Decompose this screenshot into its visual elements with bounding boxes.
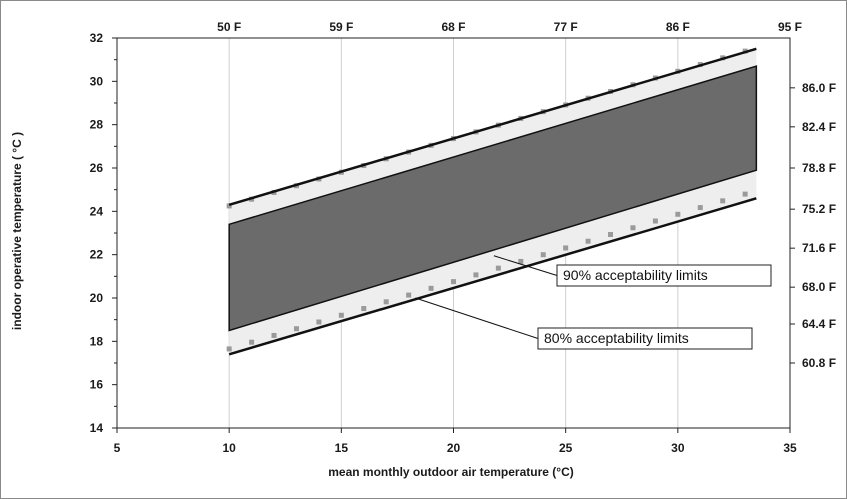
annotation-leader	[493, 255, 558, 276]
y-tick-label: 24	[90, 204, 104, 218]
x-tick-label: 25	[559, 441, 573, 455]
right-tick-label: 64.4 F	[802, 317, 836, 331]
line-80-upper	[228, 47, 757, 207]
comfort-dot	[563, 245, 569, 251]
x-axis-title: mean monthly outdoor air temperature (°C…	[328, 465, 574, 479]
comfort-dot	[495, 265, 501, 271]
top-tick-label: 50 F	[217, 20, 241, 34]
comfort-dot	[742, 191, 748, 197]
annotation-label: 80% acceptability limits	[544, 330, 689, 346]
comfort-dot	[608, 231, 614, 237]
comfort-dot	[271, 332, 277, 338]
annotation-leader	[415, 297, 539, 339]
comfort-dot	[338, 312, 344, 318]
comfort-dot	[697, 205, 703, 211]
comfort-dot	[585, 238, 591, 244]
x-tick-label: 15	[335, 441, 349, 455]
x-tick-label: 30	[671, 441, 685, 455]
comfort-dot	[675, 211, 681, 217]
top-tick-label: 95 F	[778, 20, 802, 34]
comfort-dot	[406, 292, 412, 298]
top-tick-label: 68 F	[441, 20, 465, 34]
y-axis-title: indoor operative temperature ( °C )	[10, 132, 24, 330]
comfort-dot	[226, 203, 232, 209]
bottom-axis-ticks: 5 10 15 20 25 30 35	[114, 428, 797, 455]
comfort-dot	[630, 225, 636, 231]
comfort-bands	[228, 48, 758, 355]
right-tick-label: 60.8 F	[802, 356, 836, 370]
limit-lines	[228, 47, 757, 356]
x-tick-label: 5	[114, 441, 121, 455]
x-tick-label: 10	[222, 441, 236, 455]
comfort-dot	[720, 198, 726, 204]
right-tick-label: 68.0 F	[802, 280, 836, 294]
comfort-dot	[383, 299, 389, 305]
left-axis-ticks: 14 16 18 20 22 24 26 28 30 32	[90, 31, 117, 435]
y-tick-label: 32	[90, 31, 104, 45]
y-tick-label: 28	[90, 118, 104, 132]
comfort-dot	[451, 279, 456, 285]
annotation-box	[537, 327, 753, 350]
comfort-dot	[428, 285, 434, 291]
annotations: 90% acceptability limits 80% acceptabilit…	[415, 255, 772, 350]
x-tick-label: 35	[783, 441, 797, 455]
top-tick-label: 77 F	[554, 20, 578, 34]
y-tick-label: 16	[90, 378, 104, 392]
annotation-label: 90% acceptability limits	[563, 267, 708, 283]
right-tick-label: 82.4 F	[802, 120, 836, 134]
right-tick-label: 75.2 F	[802, 202, 836, 216]
right-axis-ticks: 60.8 F 64.4 F 68.0 F 71.6 F 75.2 F 78.8 F 82.4…	[790, 81, 836, 370]
y-tick-label: 18	[90, 334, 104, 348]
line-80-lower	[228, 197, 757, 356]
comfort-dot	[361, 306, 367, 312]
y-tick-label: 30	[90, 74, 104, 88]
comfort-dot	[226, 346, 232, 352]
comfort-dot	[540, 252, 546, 258]
y-tick-label: 22	[90, 248, 104, 262]
top-axis-ticks: 50 F 59 F 68 F 77 F 86 F 95 F	[217, 20, 802, 34]
band-90-percent	[228, 65, 758, 332]
x-tick-label: 20	[447, 441, 461, 455]
comfort-dot	[293, 326, 299, 332]
y-tick-label: 20	[90, 291, 104, 305]
right-tick-label: 86.0 F	[802, 81, 836, 95]
comfort-dot	[652, 218, 658, 224]
right-tick-label: 78.8 F	[802, 161, 836, 175]
y-tick-label: 26	[90, 161, 104, 175]
annotation-box	[556, 264, 772, 287]
top-tick-label: 59 F	[329, 20, 353, 34]
comfort-dot	[518, 258, 524, 264]
comfort-dot	[249, 339, 255, 345]
comfort-dot	[316, 319, 322, 325]
top-tick-label: 86 F	[666, 20, 690, 34]
comfort-dot	[473, 272, 479, 278]
y-tick-label: 14	[90, 421, 104, 435]
right-tick-label: 71.6 F	[802, 241, 836, 255]
